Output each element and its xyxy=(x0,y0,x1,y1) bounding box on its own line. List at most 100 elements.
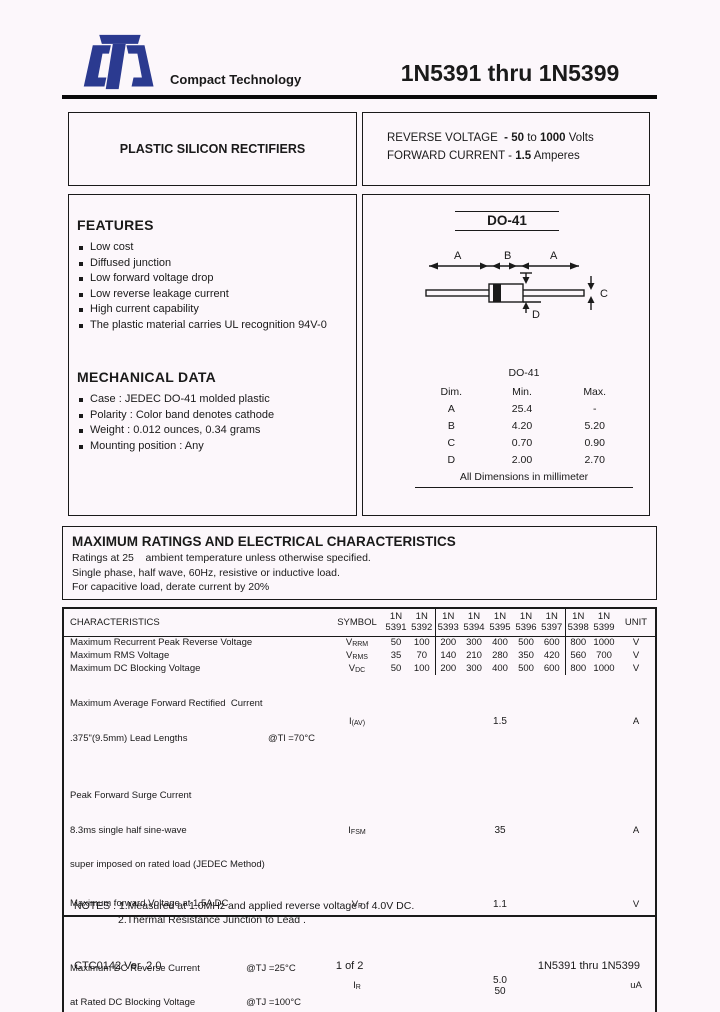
value-line: 50 xyxy=(494,985,506,997)
unit-cell: uA xyxy=(630,980,642,991)
bullet-icon xyxy=(79,261,83,266)
ratings-table: CHARACTERISTICS SYMBOL 1N 5391 1N 5392 1N 5… xyxy=(62,607,657,1012)
list-item: Polarity : Color band denotes cathode xyxy=(77,408,350,424)
value-cell: 700 xyxy=(596,650,612,661)
bullet-icon xyxy=(79,444,83,449)
unit-cell: A xyxy=(632,824,640,836)
symbol-subscript: RMS xyxy=(352,654,368,661)
bullet-icon xyxy=(79,429,83,433)
value-cell: 1000 xyxy=(593,663,615,674)
symbol-base: I xyxy=(348,715,352,727)
page-title: 1N5391 thru 1N5399 xyxy=(400,60,620,86)
col-part: 1N 5394 xyxy=(461,608,487,637)
characteristic-line: super imposed on rated load (JEDEC Metho… xyxy=(70,859,265,870)
value-cell: 800 xyxy=(564,662,591,675)
value-cell: 350 xyxy=(518,650,534,661)
symbol-base: V xyxy=(346,650,353,661)
part-number: 5397 xyxy=(541,622,563,634)
package-name-label: DO-41 xyxy=(455,211,559,231)
symbol-cell: VRMS xyxy=(331,649,383,662)
forward-current-line: FORWARD CURRENT - 1.5 Amperes xyxy=(387,147,649,165)
value-cell: 1.1 xyxy=(383,893,617,917)
part-number: 5395 xyxy=(489,622,511,634)
reverse-voltage-unit: Volts xyxy=(565,132,594,144)
characteristic-line: .375"(9.5mm) Lead Lengths @Tl =70°C xyxy=(70,733,331,745)
value-cell: 560 xyxy=(564,649,591,662)
mechanical-data-heading: MECHANICAL DATA xyxy=(77,369,217,385)
part-number: 5399 xyxy=(593,622,615,634)
value-cell: 420 xyxy=(543,650,560,661)
characteristic-cell: Maximum DC Blocking Voltage xyxy=(70,662,201,674)
feature-text: Low cost xyxy=(90,241,134,253)
test-condition: @Tl =70°C xyxy=(268,732,315,744)
test-condition: @TJ =100°C xyxy=(246,997,301,1008)
value-cell: 300 xyxy=(466,637,482,649)
ratings-condition: Ratings at 25 ambient temperature unless… xyxy=(72,552,371,564)
package-box: DO-41 xyxy=(362,194,650,516)
value-cell: 400 xyxy=(492,663,508,674)
doc-number: CTC0142 Ver. 2.0 xyxy=(74,960,162,972)
table-row: Maximum forward Voltage at 1.5A DC VF 1.… xyxy=(63,893,656,917)
table-row: Maximum DC Blocking Voltage VDC 50 100 2… xyxy=(63,662,656,675)
dims-col-dim: Dim. xyxy=(440,386,463,398)
dim-a-left-label: A xyxy=(454,250,462,262)
characteristic-cell: Peak Forward Surge Current 8.3ms single … xyxy=(63,767,331,894)
unit-cell: V xyxy=(632,637,640,649)
value-cell: 70 xyxy=(416,650,428,661)
symbol-base: V xyxy=(348,663,356,674)
dim-d-label: D xyxy=(532,309,540,321)
mechanical-text: Mounting position : Any xyxy=(90,439,204,452)
symbol-cell: IR xyxy=(331,916,383,1012)
dim-cell: B xyxy=(447,419,455,432)
dim-b-label: B xyxy=(504,250,511,262)
symbol-cell: VRRM xyxy=(331,636,383,649)
product-type-label: PLASTIC SILICON RECTIFIERS xyxy=(119,142,306,156)
characteristic-cell: Maximum Recurrent Peak Reverse Voltage xyxy=(70,637,253,648)
col-part: 1N 5396 xyxy=(513,608,539,637)
ratings-heading: MAXIMUM RATINGS AND ELECTRICAL CHARACTER… xyxy=(72,534,456,549)
part-prefix: 1N xyxy=(415,611,428,623)
min-cell: 25.4 xyxy=(511,402,533,415)
col-part: 1N 5398 xyxy=(564,608,591,637)
table-row: A 25.4 - xyxy=(415,400,633,417)
part-number: 5392 xyxy=(411,622,433,634)
value-cell: 35 xyxy=(494,824,506,836)
characteristic-text: Maximum DC Reverse Current at Rated DC B… xyxy=(70,940,200,1012)
symbol-base: I xyxy=(348,824,351,836)
test-conditions: @TJ =25°C @TJ =100°C xyxy=(246,940,301,1012)
reverse-voltage-line: REVERSE VOLTAGE - 50 to 1000 Volts xyxy=(387,129,649,147)
col-part: 1N 5392 xyxy=(409,608,435,637)
unit-cell: V xyxy=(617,893,656,917)
characteristic-line: Maximum DC Reverse Current xyxy=(70,962,200,974)
mechanical-text: Weight : 0.012 ounces, 0.34 grams xyxy=(90,424,261,436)
col-unit: UNIT xyxy=(617,608,656,637)
unit-cell: V xyxy=(632,650,640,661)
bullet-icon xyxy=(79,292,83,297)
table-row: Maximum Recurrent Peak Reverse Voltage V… xyxy=(63,636,656,649)
value-cell: 300 xyxy=(466,663,482,674)
dim-cell: A xyxy=(447,402,455,415)
symbol-cell: I(AV) xyxy=(331,675,383,767)
dims-col-max: Max. xyxy=(583,386,607,398)
note-line: NOTES : 1.Measured at 1.0MHz and applied… xyxy=(74,900,415,912)
feature-text: The plastic material carries UL recognit… xyxy=(90,318,327,331)
part-number: 5391 xyxy=(385,622,407,634)
dims-col-min: Min. xyxy=(512,386,532,398)
value-cell: 210 xyxy=(466,650,482,661)
dim-cell: C xyxy=(447,436,456,449)
symbol-cell: VF xyxy=(331,893,383,917)
table-row: Maximum Average Forward Rectified Curren… xyxy=(63,675,656,767)
table-header-row: CHARACTERISTICS SYMBOL 1N 5391 1N 5392 1N 5… xyxy=(63,608,656,637)
max-cell: - xyxy=(592,402,597,415)
characteristic-line: Peak Forward Surge Current xyxy=(70,790,192,801)
value-cell: 200 xyxy=(434,662,461,675)
unit-cell: A xyxy=(632,715,640,727)
dimensions-table: DO-41 Dim. Min. Max. A 25.4 - B 4.20 5.2… xyxy=(415,367,633,488)
col-part: 1N 5391 xyxy=(383,608,409,637)
col-symbol: SYMBOL xyxy=(331,608,383,637)
symbol-cell: VDC xyxy=(331,662,383,675)
value-cell: 5.0 50 xyxy=(383,916,617,1012)
feature-text: Diffused junction xyxy=(90,256,172,269)
part-prefix: 1N xyxy=(389,611,403,623)
ratings-summary-box: REVERSE VOLTAGE - 50 to 1000 Volts FORWA… xyxy=(362,112,650,186)
